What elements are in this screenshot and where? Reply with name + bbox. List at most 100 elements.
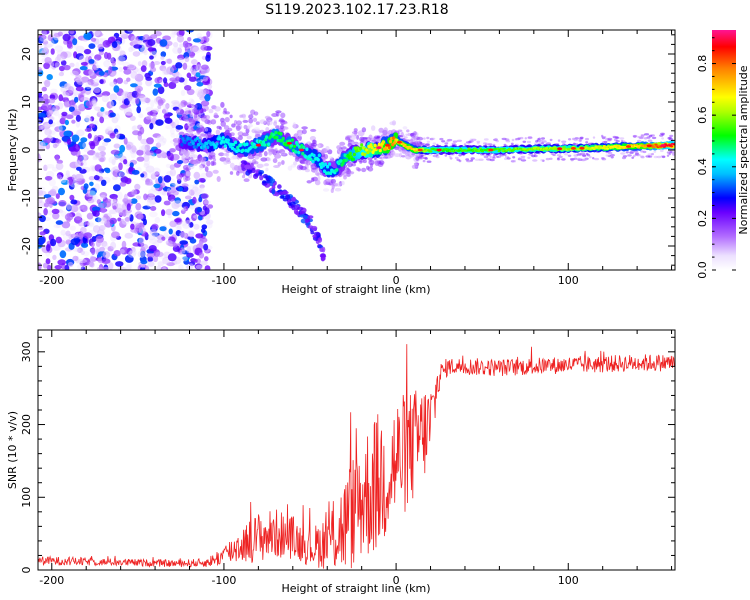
spectrogram-secondary-cell [317,244,324,249]
spectrogram-band-scatter [633,154,636,158]
spectrogram-noise-cell [41,30,50,35]
spectrogram-noise-cell [150,206,157,211]
spectrogram-noise-cell [94,164,102,172]
spectrogram-noise-cell [123,193,128,202]
spectrogram-band-scatter [423,137,426,140]
spectrogram-signal-cell [241,148,245,153]
spectrogram-halo-cell [212,158,217,162]
spectrogram-signal-cell [467,147,471,150]
spectrogram-noise-cell [62,91,70,99]
spectrogram-halo-cell [181,183,189,188]
spectrogram-signal-cell [234,140,238,145]
spectrogram-signal-cell [289,143,293,148]
spectrogram-noise-cell [130,71,138,79]
spectrogram-halo-cell [409,133,415,136]
spectrogram-noise-cell [193,171,201,179]
spectrogram-noise-cell [72,143,81,152]
spectrogram-noise-cell [55,220,64,225]
spectrogram-signal-cell [413,149,417,152]
spectrogram-noise-cell [70,205,79,213]
spectrogram-band-scatter [486,158,492,161]
spectrogram-noise-cell [42,93,49,101]
spectrogram-halo-cell [215,129,221,136]
spectrogram-noise-cell [46,74,53,81]
spectrogram-halo-cell [293,161,298,166]
spectrogram-halo-cell [280,112,286,119]
spectrogram-noise-cell [109,93,118,102]
spectrogram-noise-cell [203,199,211,205]
spectrogram-halo-cell [310,177,315,182]
spectrogram-noise-cell [60,51,68,60]
y-tick-label: 20 [20,47,33,61]
spectrogram-signal-cell [335,168,339,172]
spectrogram-band-scatter [585,137,589,141]
spectrogram-band-scatter [532,159,538,162]
colorbar-tick-label: 0.4 [696,158,709,176]
spectrogram-noise-cell [159,226,167,232]
spectrogram-noise-cell [207,204,214,209]
spectrogram-noise-cell [44,176,53,181]
spectrogram-secondary-cell [247,169,253,174]
spectrogram-noise-cell [123,137,128,145]
spectrogram-noise-cell [89,190,97,196]
spectrogram-halo-cell [221,121,227,127]
spectrogram-noise-cell [95,240,101,247]
spectrogram-halo-cell [191,108,198,114]
spectrogram-noise-cell [156,135,165,141]
spectrogram-noise-cell [157,86,165,95]
spectrogram-noise-cell [174,218,182,223]
spectrogram-noise-cell [102,251,111,259]
spectrogram-noise-cell [188,98,194,104]
spectrogram-signal-cell [218,136,222,141]
spectrogram-band-scatter [361,137,365,140]
spectrogram-noise-cell [70,99,76,108]
spectrogram-secondary-cell [304,218,309,224]
spectrogram-noise-cell [66,138,72,145]
spectrogram-noise-cell [109,81,117,87]
spectrogram-halo-cell [220,101,225,108]
spectrogram-halo-cell [264,115,271,120]
spectrogram-noise-cell [72,38,78,46]
spectrogram-noise-cell [101,94,109,103]
spectrogram-signal-cell [179,134,183,139]
spectrogram-band-scatter [424,143,430,147]
spectrogram-noise-cell [196,122,204,128]
spectrogram-noise-cell [155,119,164,126]
spectrogram-noise-cell [80,61,88,66]
spectrogram-signal-cell [360,143,364,147]
spectrogram-noise-cell [83,183,89,190]
spectrogram-noise-cell [104,168,111,174]
spectrogram-noise-cell [131,189,138,196]
spectrogram-halo-cell [243,124,248,130]
spectrogram-noise-cell [205,170,213,178]
x-tick-label: -200 [39,574,64,587]
spectrogram-noise-cell [80,96,89,102]
spectrogram-band-scatter [560,158,566,161]
spectrogram-noise-cell [148,189,155,197]
spectrogram-noise-cell [134,97,140,105]
spectrogram-band-scatter [405,139,411,142]
spectrogram-noise-cell [170,132,176,138]
spectrogram-band-scatter [670,151,675,154]
spectrogram-noise-cell [194,187,203,194]
spectrogram-noise-cell [98,70,105,76]
spectrogram-noise-cell [85,115,91,122]
spectrogram-noise-cell [117,191,123,200]
spectrogram-band-scatter [492,155,496,159]
spectrogram-noise-cell [157,238,163,244]
spectrogram-noise-cell [60,60,67,66]
spectrogram-halo-cell [298,132,302,137]
spectrogram-noise-cell [72,255,79,262]
spectrogram-noise-cell [102,40,111,48]
spectrogram-noise-cell [110,149,120,155]
spectrogram-band-scatter [659,149,664,153]
spectrogram-band-scatter [651,136,657,140]
spectrogram-noise-cell [199,260,208,266]
spectrogram-noise-cell [101,217,107,225]
spectrogram-noise-cell [42,40,49,45]
spectrogram-noise-cell [103,138,112,143]
spectrogram-noise-cell [87,221,94,227]
spectrogram-secondary-cell [274,192,280,197]
spectrogram-band-scatter [538,142,543,145]
